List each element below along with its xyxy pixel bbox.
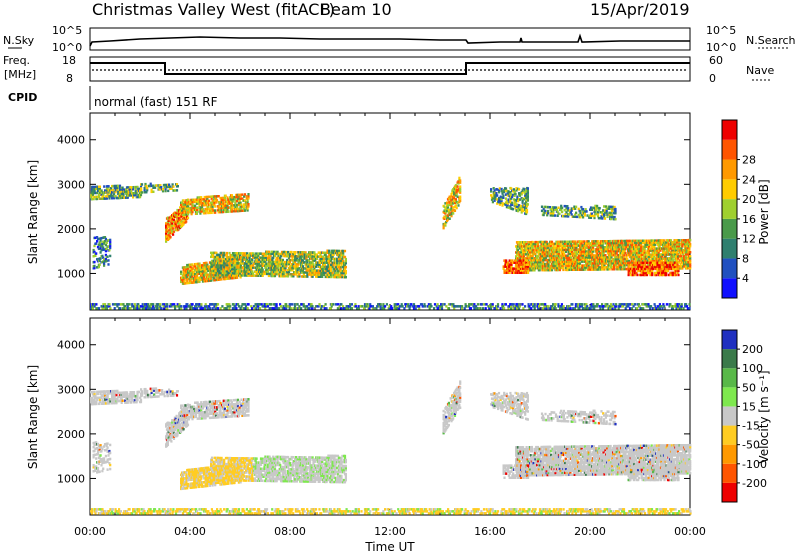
heatmap-cells (90, 380, 692, 515)
freq-line (90, 62, 690, 75)
beam-label: Beam 10 (320, 0, 392, 19)
nsky-line (89, 33, 690, 47)
nave-label: Nave (746, 64, 774, 77)
colorbar-cell (722, 179, 737, 200)
colorbar-tick-label: -100 (742, 458, 767, 471)
colorbar-cell (722, 482, 737, 502)
colorbar-tick-label: 28 (742, 154, 756, 167)
y-tick-label: 1000 (57, 267, 85, 280)
x-tick-label: 12:00 (374, 525, 406, 538)
nsky-label: N.Sky (3, 34, 35, 47)
colorbar-tick-label: 50 (742, 381, 756, 394)
colorbar-tick-label: -50 (742, 439, 760, 452)
y-tick-label: 2000 (57, 428, 85, 441)
colorbar-tick-label: 24 (742, 173, 756, 186)
x-axis: 00:00 04:00 08:00 12:00 16:00 20:00 00:00 (74, 525, 706, 538)
colorbar-tick-label: 12 (742, 233, 756, 246)
nsky-tick-top: 10^5 (52, 24, 82, 37)
y-tick-label: 2000 (57, 223, 85, 236)
colorbar-cell (722, 387, 737, 407)
freq-label: Freq. (3, 54, 30, 67)
y-tick-label: 1000 (57, 472, 85, 485)
velocity-ylabel: Slant Range [km] (26, 365, 40, 469)
freq-panel (89, 56, 691, 82)
colorbar-cell (722, 278, 737, 298)
colorbar-tick-label: 15 (742, 400, 756, 413)
nsky-panel (89, 27, 691, 51)
velocity-colorbar-label: Velocity [m s⁻¹] (757, 370, 771, 463)
colorbar-cell (722, 425, 737, 445)
date-label: 15/Apr/2019 (590, 0, 690, 19)
x-tick-label: 00:00 (74, 525, 106, 538)
freq-tick-top: 18 (62, 54, 76, 67)
power-panel: 1000 2000 3000 4000 (57, 112, 692, 311)
colorbar-tick-label: 200 (742, 343, 763, 356)
colorbar-cell (722, 218, 737, 239)
nave-tick-bottom: 0 (709, 72, 716, 85)
colorbar-cell (722, 199, 737, 219)
y-tick-label: 4000 (57, 134, 85, 147)
y-tick-label: 4000 (57, 339, 85, 352)
colorbar-tick-label: 16 (742, 213, 756, 226)
colorbar-cell (722, 238, 737, 259)
nsearch-tick-bottom: 10^0 (706, 41, 736, 54)
x-tick-label: 20:00 (574, 525, 606, 538)
nsearch-label: N.Search (746, 34, 796, 47)
colorbar-cell (722, 258, 737, 279)
freq-tick-bottom: 8 (66, 72, 73, 85)
power-colorbar: 4 8 12 16 20 24 28 (721, 119, 756, 299)
colorbar-cell (722, 368, 737, 388)
nsky-tick-bottom: 10^0 (52, 41, 82, 54)
nsearch-tick-top: 10^5 (706, 24, 736, 37)
x-tick-label: 08:00 (274, 525, 306, 538)
cpid-value: normal (fast) 151 RF (94, 95, 218, 109)
colorbar-cell (722, 463, 737, 483)
cpid-label: CPID (8, 91, 37, 104)
colorbar-cell (722, 444, 737, 464)
x-tick-label: 16:00 (474, 525, 506, 538)
colorbar-cell (722, 330, 737, 350)
x-axis-label: Time UT (364, 540, 415, 554)
colorbar-tick-label: 8 (742, 252, 749, 265)
x-tick-label: 04:00 (174, 525, 206, 538)
colorbar-tick-label: 100 (742, 362, 763, 375)
power-ylabel: Slant Range [km] (26, 160, 40, 264)
y-tick-label: 3000 (57, 178, 85, 191)
colorbar-tick-label: 20 (742, 193, 756, 206)
velocity-colorbar: 200 100 50 15 -15 -50 -100 -200 (721, 329, 767, 503)
colorbar-cell (722, 139, 737, 160)
chart-title: Christmas Valley West (fitACF) (92, 0, 335, 19)
velocity-panel: 1000 2000 3000 4000 (57, 317, 692, 516)
x-tick-label: 00:00 (674, 525, 706, 538)
freq-unit: [MHz] (4, 68, 36, 81)
colorbar-cell (722, 120, 737, 140)
colorbar-tick-label: -15 (742, 420, 760, 433)
power-colorbar-label: Power [dB] (757, 179, 771, 244)
y-tick-label: 3000 (57, 383, 85, 396)
colorbar-tick-label: 4 (742, 272, 749, 285)
colorbar-cell (722, 406, 737, 426)
colorbar-tick-label: -200 (742, 477, 767, 490)
colorbar-cell (722, 159, 737, 180)
nave-tick-top: 60 (709, 54, 723, 67)
colorbar-cell (722, 349, 737, 369)
heatmap-cells (90, 176, 692, 310)
